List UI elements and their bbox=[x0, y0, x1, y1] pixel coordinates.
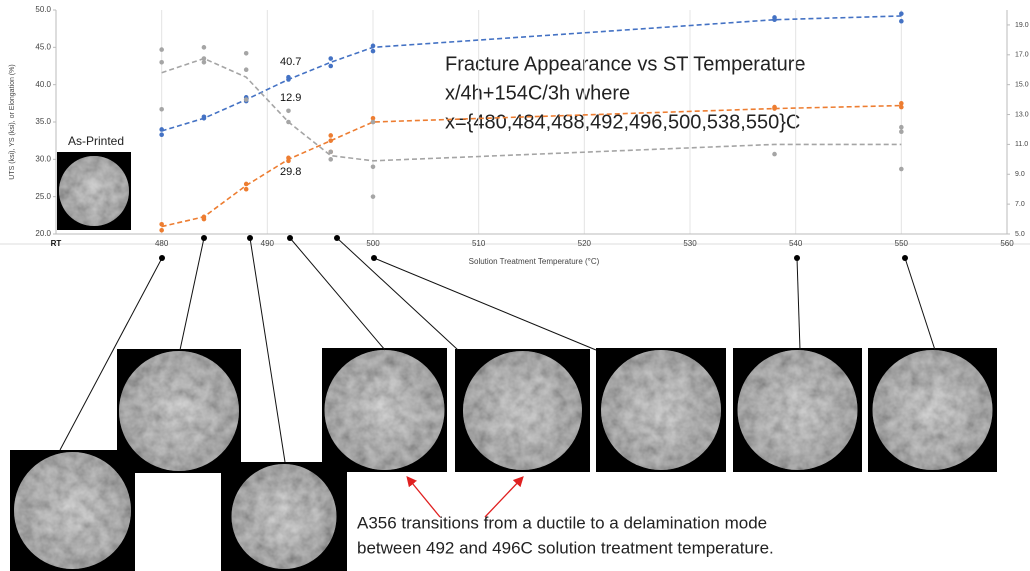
inset-label: As-Printed bbox=[68, 134, 124, 148]
connector-dot bbox=[247, 235, 253, 241]
annotation: 40.7 bbox=[280, 56, 301, 68]
connector-dot bbox=[201, 235, 207, 241]
point bbox=[772, 105, 777, 110]
x-tick-label: 530 bbox=[683, 239, 697, 248]
point bbox=[159, 127, 164, 132]
point bbox=[899, 19, 904, 24]
arrow bbox=[485, 478, 522, 517]
y-tick-label: 20.0 bbox=[35, 229, 51, 238]
point bbox=[286, 120, 291, 125]
point bbox=[328, 157, 333, 162]
point bbox=[899, 125, 904, 130]
annotation: 12.9 bbox=[280, 92, 301, 104]
annotation: 29.8 bbox=[280, 166, 301, 178]
point bbox=[371, 120, 376, 125]
point bbox=[159, 222, 164, 227]
connector bbox=[374, 258, 596, 350]
y2-tick-label: 11.0 bbox=[1015, 141, 1028, 148]
point bbox=[899, 11, 904, 16]
point bbox=[159, 47, 164, 52]
point bbox=[202, 45, 207, 50]
arrow bbox=[408, 478, 440, 517]
point bbox=[159, 228, 164, 233]
point bbox=[328, 64, 333, 69]
connector-dot bbox=[371, 255, 377, 261]
point bbox=[202, 114, 207, 119]
connector-dot bbox=[902, 255, 908, 261]
point bbox=[159, 60, 164, 65]
point bbox=[371, 44, 376, 49]
y-tick-label: 40.0 bbox=[35, 80, 51, 89]
y-tick-label: 45.0 bbox=[35, 42, 51, 51]
y2-tick-label: 17.0 bbox=[1015, 52, 1029, 59]
y2-tick-label: 19.0 bbox=[1015, 22, 1029, 29]
x-tick-label: RT bbox=[51, 239, 62, 248]
x-axis-label: Solution Treatment Temperature (°C) bbox=[469, 257, 600, 266]
point bbox=[328, 150, 333, 155]
fracture-images bbox=[10, 152, 997, 571]
point bbox=[244, 67, 249, 72]
connector bbox=[797, 258, 800, 350]
connector bbox=[250, 238, 285, 462]
point bbox=[328, 138, 333, 143]
y-tick-label: 25.0 bbox=[35, 192, 51, 201]
x-tick-label: 480 bbox=[155, 239, 169, 248]
x-tick-label: 500 bbox=[366, 239, 380, 248]
note: Fracture Appearance vs ST Temperature bbox=[445, 53, 806, 75]
connector-dot bbox=[334, 235, 340, 241]
y-tick-label: 35.0 bbox=[35, 117, 51, 126]
y2-tick-label: 7.0 bbox=[1015, 201, 1025, 208]
point bbox=[159, 132, 164, 137]
y2-tick-label: 9.0 bbox=[1015, 171, 1025, 178]
x-tick-label: 520 bbox=[578, 239, 592, 248]
point bbox=[202, 60, 207, 65]
connector bbox=[337, 238, 458, 350]
x-tick-label: 490 bbox=[261, 239, 275, 248]
point bbox=[772, 152, 777, 157]
point bbox=[244, 51, 249, 56]
y-tick-label: 30.0 bbox=[35, 154, 51, 163]
note: x/4h+154C/3h where bbox=[445, 82, 630, 104]
connector bbox=[180, 238, 204, 350]
connector bbox=[905, 258, 935, 350]
connector-dot bbox=[159, 255, 165, 261]
x-tick-label: 540 bbox=[789, 239, 803, 248]
point bbox=[159, 107, 164, 112]
connector-dot bbox=[794, 255, 800, 261]
point bbox=[899, 129, 904, 134]
y2-tick-label: 13.0 bbox=[1015, 111, 1029, 118]
x-tick-label: 560 bbox=[1000, 239, 1014, 248]
point bbox=[371, 49, 376, 54]
point bbox=[328, 56, 333, 61]
point bbox=[899, 101, 904, 106]
x-tick-label: 550 bbox=[895, 239, 909, 248]
connector bbox=[290, 238, 385, 350]
point bbox=[286, 156, 291, 161]
point bbox=[244, 187, 249, 192]
y-tick-label: 50.0 bbox=[35, 5, 51, 14]
y-axis-label: UTS (ksi), YS (ksi), or Elongation (%) bbox=[9, 64, 16, 179]
connector-dot bbox=[287, 235, 293, 241]
point bbox=[772, 15, 777, 20]
y2-tick-label: 5.0 bbox=[1015, 231, 1025, 238]
note: x={480,484,488,492,496,500,538,550}C bbox=[445, 111, 800, 133]
point bbox=[244, 182, 249, 187]
point bbox=[371, 165, 376, 170]
figure: Solution Treatment Temperature (°C) UTS … bbox=[0, 0, 1030, 571]
caption: A356 transitions from a ductile to a del… bbox=[357, 513, 767, 532]
point bbox=[371, 194, 376, 199]
point bbox=[286, 75, 291, 80]
point bbox=[202, 215, 207, 220]
x-tick-label: 510 bbox=[472, 239, 486, 248]
point bbox=[244, 97, 249, 102]
caption: between 492 and 496C solution treatment … bbox=[357, 538, 774, 557]
point bbox=[328, 133, 333, 138]
point bbox=[899, 167, 904, 172]
point bbox=[286, 109, 291, 114]
y2-tick-label: 15.0 bbox=[1015, 82, 1029, 89]
